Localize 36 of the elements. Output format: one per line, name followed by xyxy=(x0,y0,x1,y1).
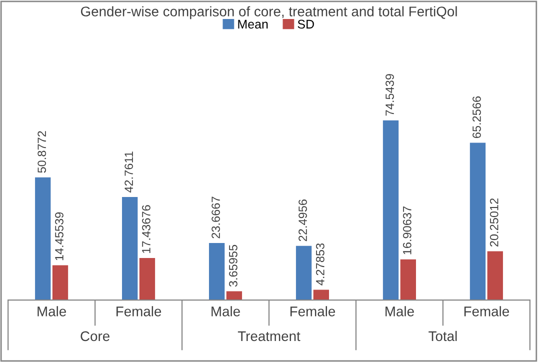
x-tick-label: Female xyxy=(290,306,336,316)
bar xyxy=(226,291,242,300)
bar xyxy=(52,265,68,300)
chart-title: Gender-wise comparison of core, treatment and total FertiQol xyxy=(80,6,457,20)
text: Total xyxy=(428,330,457,342)
bar xyxy=(122,196,138,300)
bar xyxy=(487,251,503,300)
x-tick-label: Female xyxy=(464,306,509,316)
bar xyxy=(296,246,312,300)
data-label: 3.65955 xyxy=(229,244,238,287)
bar xyxy=(208,243,225,300)
data-label: 42.7611 xyxy=(124,152,134,193)
data-label: 14.45539 xyxy=(55,212,64,260)
bar xyxy=(400,259,416,300)
data-label: 4.27853 xyxy=(316,243,324,286)
bar xyxy=(382,120,399,300)
data-label: 17.43676 xyxy=(142,205,150,253)
data-label: 20.25012 xyxy=(490,198,498,247)
bar xyxy=(35,177,51,300)
data-label: 16.90637 xyxy=(402,206,412,254)
x-tick-label: Male xyxy=(38,306,66,316)
x-tick-label: Male xyxy=(212,306,240,316)
x-tick-label: Male xyxy=(386,306,414,316)
text: Treatment xyxy=(238,331,300,342)
legend-label: Mean xyxy=(238,20,268,29)
bar xyxy=(313,290,330,300)
data-label: 74.5439 xyxy=(386,74,394,116)
data-label: 50.8772 xyxy=(38,131,46,173)
data-label: 22.4956 xyxy=(298,200,307,242)
data-label: 23.6667 xyxy=(212,196,220,238)
bar xyxy=(139,258,156,300)
legend-label: SD xyxy=(298,20,314,29)
bar xyxy=(470,142,486,300)
text: Core xyxy=(80,331,110,342)
data-label: 65.2566 xyxy=(472,96,481,138)
x-tick-label: Female xyxy=(116,306,162,316)
